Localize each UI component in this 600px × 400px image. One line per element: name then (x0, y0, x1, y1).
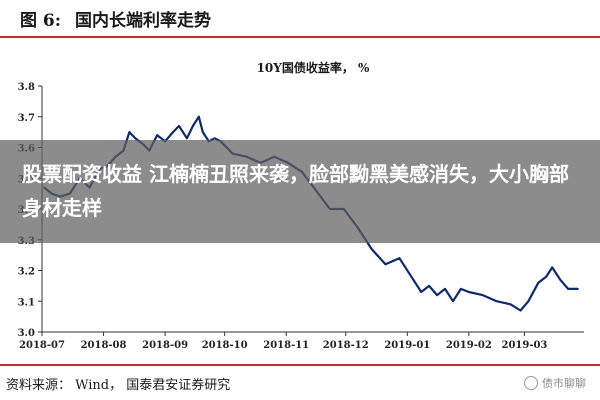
ad-headline-text[interactable]: 股票配资收益 江楠楠丑照来袭，脸部黝黑美感消失，大小胸部身材走样 (22, 162, 569, 220)
data-point (444, 288, 446, 290)
data-point (186, 137, 188, 140)
chart-title: 10Y国债收益率， % (257, 60, 370, 75)
data-point (172, 131, 174, 133)
data-point (384, 263, 387, 266)
data-point (551, 266, 554, 269)
data-point (370, 248, 373, 250)
data-point (420, 291, 423, 293)
x-tick-label: 2018-10 (202, 340, 248, 351)
figure-title: 国内长端利率走势 (75, 10, 212, 31)
data-point (436, 294, 438, 296)
watermark-text: 债市聊聊 (542, 377, 586, 390)
y-tick-label: 3.7 (18, 113, 35, 124)
y-tick-label: 3.0 (18, 328, 35, 339)
data-point (201, 131, 204, 133)
figure-header: 图 6: 国内长端利率走势 (0, 0, 600, 38)
data-point (428, 285, 430, 287)
data-point (495, 300, 498, 303)
y-tick-label: 3.2 (18, 267, 35, 278)
data-point (156, 134, 159, 137)
data-point (178, 125, 180, 127)
data-point (467, 291, 470, 293)
y-tick-label: 3.1 (18, 297, 35, 308)
data-point (481, 294, 484, 296)
source-footer: 资料来源： Wind， 国泰君安证券研究 债市聊聊 (0, 364, 600, 400)
x-tick-label: 2018-08 (81, 340, 127, 351)
data-point (452, 300, 454, 303)
data-point (545, 275, 548, 278)
circle-logo-icon (524, 376, 538, 390)
data-point (559, 278, 562, 281)
x-tick-label: 2019-03 (501, 340, 547, 351)
watermark: 债市聊聊 (524, 375, 586, 391)
x-tick-label: 2018-09 (142, 340, 188, 351)
data-point (192, 125, 194, 127)
data-point (460, 288, 462, 290)
data-point (197, 115, 200, 118)
data-point (567, 288, 569, 290)
data-point (577, 288, 579, 290)
y-tick-label: 3.8 (18, 82, 35, 93)
data-point (537, 281, 540, 284)
data-point (128, 131, 131, 133)
data-point (509, 303, 512, 306)
x-tick-label: 2018-12 (323, 340, 369, 351)
x-tick-label: 2018-07 (19, 340, 65, 351)
source-line: 资料来源： Wind， 国泰君安证券研究 (6, 377, 231, 393)
data-point (213, 137, 216, 140)
data-point (412, 278, 415, 281)
data-point (134, 137, 137, 140)
figure-number: 图 6: (20, 10, 62, 31)
data-point (527, 300, 530, 303)
x-tick-label: 2019-01 (384, 340, 430, 351)
data-point (519, 309, 522, 312)
data-point (398, 257, 401, 260)
x-tick-label: 2019-02 (446, 340, 492, 351)
x-tick-label: 2018-11 (263, 340, 309, 351)
ad-headline-overlay[interactable]: 股票配资收益 江楠楠丑照来袭，脸部黝黑美感消失，大小胸部身材走样 (0, 140, 600, 243)
